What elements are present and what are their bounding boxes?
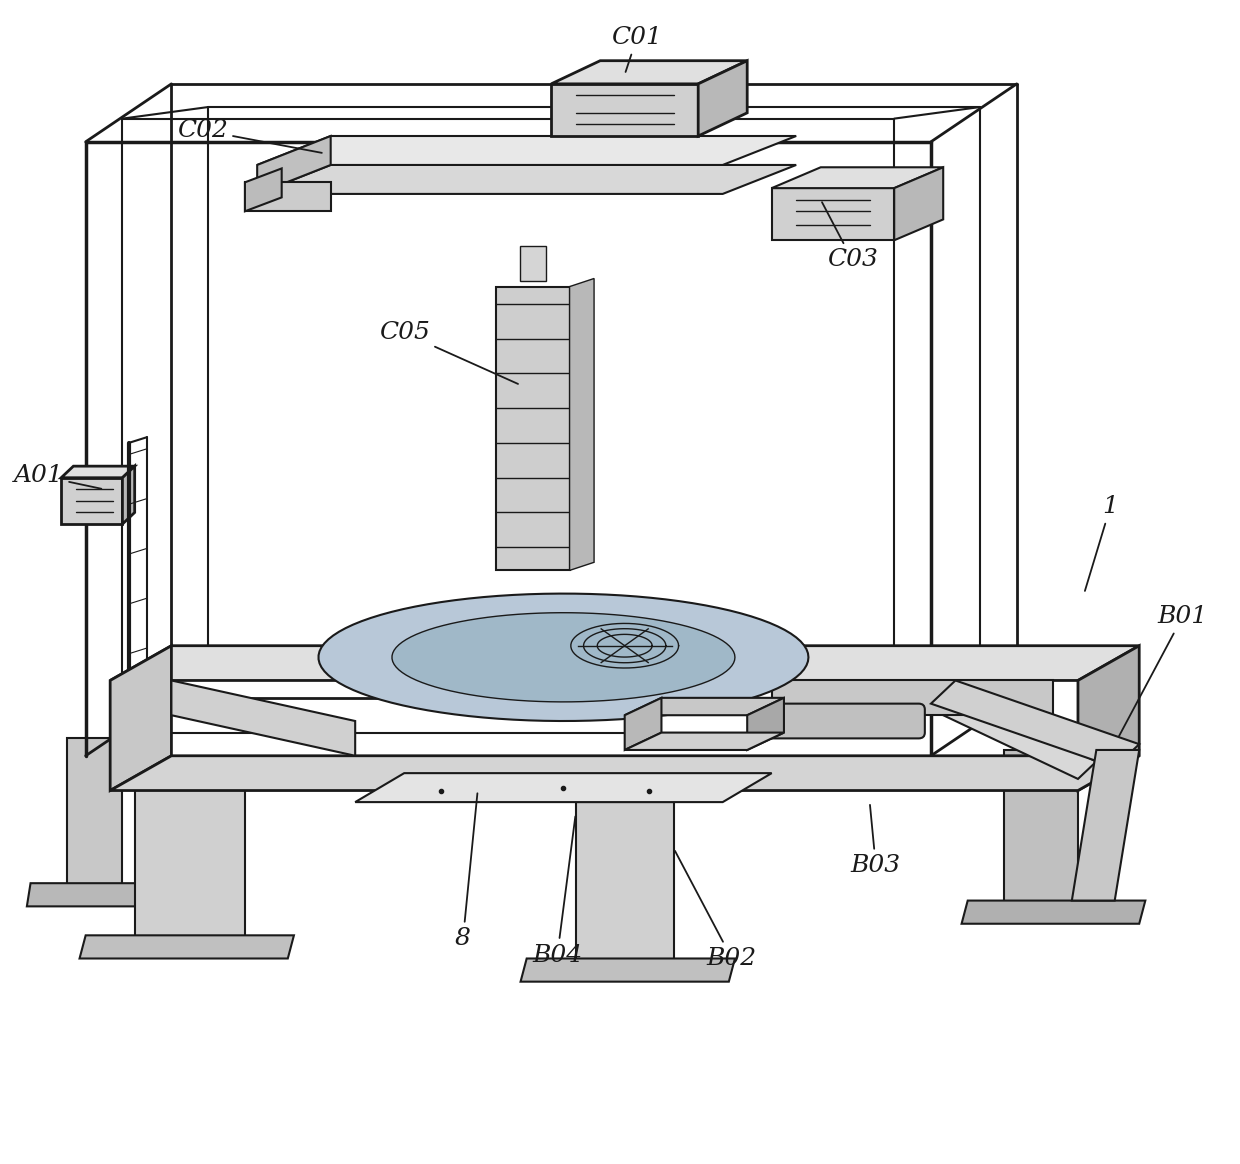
Polygon shape [392, 612, 735, 702]
Text: C05: C05 [378, 321, 518, 384]
FancyBboxPatch shape [520, 449, 546, 483]
Polygon shape [552, 84, 698, 136]
Polygon shape [552, 61, 748, 84]
FancyBboxPatch shape [520, 286, 546, 321]
Polygon shape [569, 278, 594, 570]
Polygon shape [625, 698, 661, 750]
Text: B04: B04 [532, 816, 583, 966]
Polygon shape [625, 732, 784, 750]
Polygon shape [171, 681, 355, 755]
Polygon shape [748, 698, 784, 750]
Polygon shape [135, 779, 246, 942]
Polygon shape [1071, 750, 1140, 901]
Polygon shape [625, 698, 784, 715]
Polygon shape [110, 646, 171, 790]
Polygon shape [319, 594, 808, 721]
Polygon shape [61, 477, 123, 524]
Polygon shape [771, 681, 1054, 715]
Polygon shape [110, 755, 1140, 790]
Text: 8: 8 [455, 794, 477, 950]
Polygon shape [931, 681, 1140, 767]
Polygon shape [931, 693, 1096, 779]
FancyBboxPatch shape [520, 409, 546, 443]
Polygon shape [771, 168, 944, 189]
Polygon shape [961, 901, 1146, 924]
Polygon shape [575, 802, 673, 964]
Polygon shape [771, 189, 894, 240]
Polygon shape [355, 773, 771, 802]
Polygon shape [1004, 750, 1078, 907]
Text: C01: C01 [611, 26, 662, 72]
Text: B03: B03 [851, 804, 901, 878]
FancyBboxPatch shape [520, 489, 546, 524]
Polygon shape [246, 183, 331, 212]
FancyBboxPatch shape [520, 368, 546, 403]
Polygon shape [110, 646, 1140, 681]
Polygon shape [257, 165, 796, 194]
Text: B02: B02 [675, 851, 756, 970]
Text: C03: C03 [822, 203, 878, 271]
Text: B01: B01 [1116, 605, 1208, 741]
Polygon shape [79, 936, 294, 958]
Polygon shape [894, 168, 944, 240]
Polygon shape [257, 136, 331, 194]
Polygon shape [257, 136, 796, 165]
FancyBboxPatch shape [520, 327, 546, 362]
Text: A01: A01 [14, 464, 102, 489]
Polygon shape [496, 286, 569, 570]
FancyBboxPatch shape [520, 246, 546, 281]
Polygon shape [61, 466, 135, 477]
Text: C02: C02 [176, 119, 322, 152]
Polygon shape [246, 169, 281, 212]
Polygon shape [123, 466, 135, 524]
Text: 1: 1 [1085, 495, 1118, 591]
Polygon shape [67, 738, 123, 889]
Polygon shape [1078, 646, 1140, 790]
FancyBboxPatch shape [754, 703, 925, 738]
Polygon shape [698, 61, 748, 136]
Polygon shape [521, 958, 735, 981]
Polygon shape [27, 883, 169, 907]
